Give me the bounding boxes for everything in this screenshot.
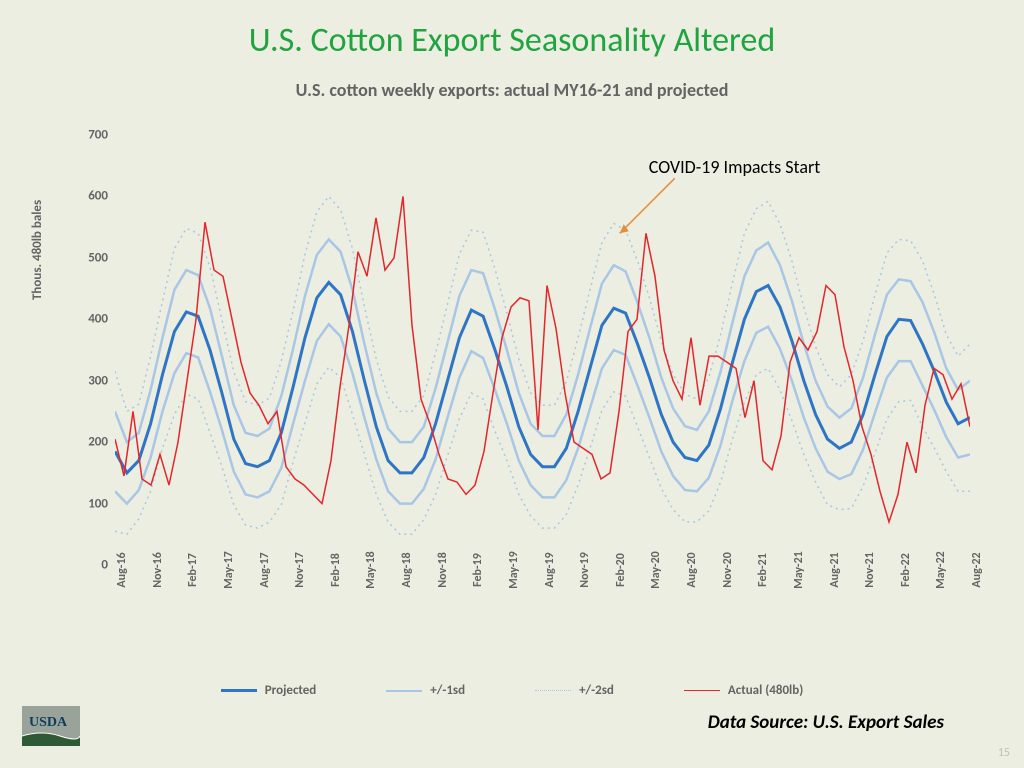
x-tick: May-21 [792,551,806,589]
y-tick: 700 [68,128,108,143]
series-line [115,282,970,473]
x-tick: May-22 [934,551,948,589]
slide-number: 15 [998,746,1010,760]
x-tick: May-19 [507,551,521,589]
y-tick: 100 [68,496,108,511]
series-line [115,196,970,411]
data-source: Data Source: U.S. Export Sales [708,711,944,734]
legend-item: +/-2sd [535,683,614,698]
usda-logo: USDA [22,706,80,746]
chart-subtitle: U.S. cotton weekly exports: actual MY16-… [0,79,1024,101]
series-line [115,367,970,534]
x-tick: Aug-18 [400,552,414,587]
legend-item: Projected [221,683,317,698]
x-tick: May-18 [364,551,378,589]
x-tick: Aug-16 [115,552,129,587]
legend-label: +/-1sd [430,683,465,698]
x-tick: Nov-17 [293,552,307,588]
chart-svg [115,135,970,565]
y-tick: 0 [68,558,108,573]
y-tick: 300 [68,373,108,388]
legend-item: Actual (480lb) [684,683,803,698]
legend-swatch [684,690,720,691]
y-axis-label: Thous. 480lb bales [30,200,45,300]
legend-label: Actual (480lb) [728,683,803,698]
covid-annotation: COVID-19 Impacts Start [649,156,821,178]
y-tick: 500 [68,250,108,265]
x-tick: Feb-18 [329,553,343,587]
series-line [115,239,970,442]
x-tick: Aug-17 [258,552,272,587]
x-tick: May-17 [222,551,236,589]
x-tick: Nov-20 [721,552,735,588]
x-tick: Feb-22 [899,553,913,587]
series-line [115,196,970,522]
x-tick: Nov-21 [863,552,877,588]
legend-item: +/-1sd [386,683,465,698]
legend-label: Projected [265,683,317,698]
legend-swatch [221,689,257,692]
x-tick: Aug-21 [828,552,842,587]
x-tick: Nov-19 [578,552,592,588]
legend-swatch [535,690,571,691]
x-tick: Feb-20 [614,553,628,587]
x-tick: Aug-20 [685,552,699,587]
x-tick: Feb-21 [756,553,770,587]
legend-label: +/-2sd [579,683,614,698]
x-tick: Nov-18 [436,552,450,588]
x-tick: Feb-17 [186,553,200,587]
x-tick: Aug-19 [543,552,557,587]
x-tick: Aug-22 [970,552,984,587]
svg-text:USDA: USDA [29,715,68,730]
y-tick: 400 [68,312,108,327]
legend: Projected +/-1sd +/-2sd Actual (480lb) [0,683,1024,698]
y-tick: 600 [68,189,108,204]
chart-area: 0100200300400500600700 Aug-16Nov-16Feb-1… [70,135,970,565]
y-tick: 200 [68,435,108,450]
legend-swatch [386,690,422,692]
x-tick: Feb-19 [471,553,485,587]
x-tick: Nov-16 [151,552,165,588]
slide-title: U.S. Cotton Export Seasonality Altered [0,0,1024,61]
x-tick: May-20 [649,551,663,589]
